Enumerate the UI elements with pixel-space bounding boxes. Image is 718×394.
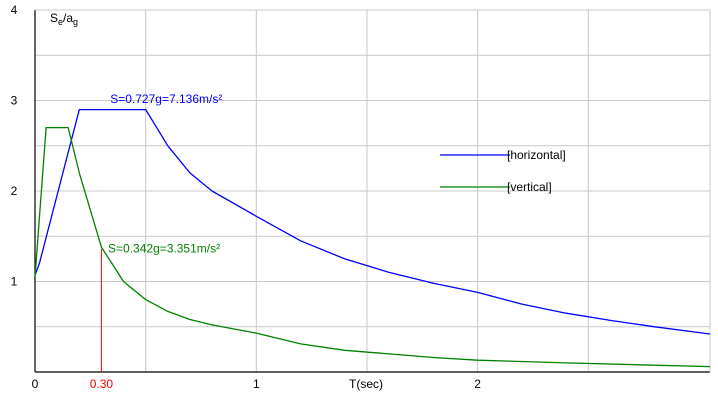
y-tick-label: 4 [11,3,18,17]
period-marker-label: 0.30 [90,377,114,391]
series-annotation-0: S=0.727g=7.136m/s² [110,92,222,106]
x-tick-label: 2 [474,377,481,391]
y-tick-label: 2 [11,184,18,198]
x-tick-label: 1 [253,377,260,391]
y-axis-title-text: Se/ag [50,11,78,27]
legend: [horizontal] [vertical] [440,148,566,194]
annotations: S=0.727g=7.136m/s² S=0.342g=3.351m/s² [108,92,222,255]
y-axis-title: Se/ag [50,11,78,27]
y-tick-label: 3 [11,94,18,108]
series-line-1 [34,126,711,368]
period-marker: 0.30 [90,248,114,391]
legend-label-0: [horizontal] [507,148,566,162]
legend-label-1: [vertical] [507,180,552,194]
x-axis-title: T(sec) [349,377,383,391]
y-tick-label: 1 [11,275,18,289]
series-line-0 [34,108,711,335]
grid [35,10,710,372]
tick-labels: 1 2 3 4 0 1 2 [11,3,482,391]
series-lines [34,108,711,368]
axes [34,9,711,373]
series-annotation-1: S=0.342g=3.351m/s² [108,242,220,256]
x-tick-label: 0 [32,377,39,391]
